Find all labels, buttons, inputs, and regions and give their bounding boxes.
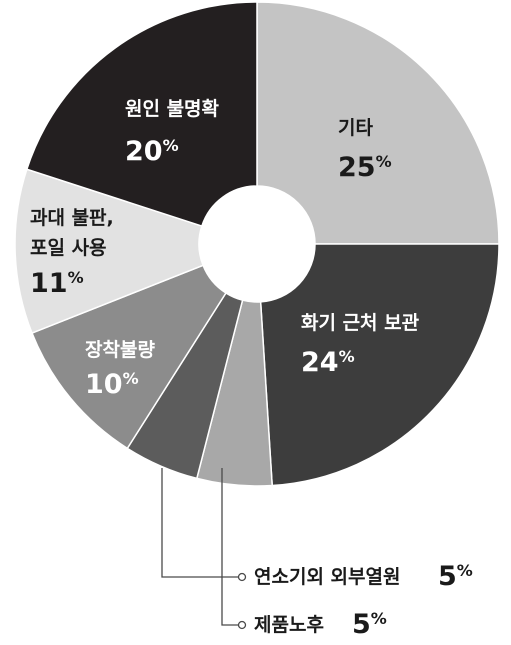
donut-hole xyxy=(199,186,315,302)
callout-dot-연소기외-외부열원 xyxy=(237,572,247,582)
slice-label-장착불량: 장착불량 xyxy=(85,339,155,361)
slice-labels: 기타 25% 화기 근처 보관 24% 장착불량 10% 과대 불판, 포일 사용 11% 원인 … xyxy=(30,97,420,400)
slice-label-과대-불판-포일-사용: 과대 불판, 포일 사용 xyxy=(30,207,114,259)
slice-value-원인-불명확: 20% xyxy=(125,136,179,167)
slice-label-기타: 기타 xyxy=(338,117,373,139)
slice-value-장착불량: 10% xyxy=(85,369,139,400)
donut-slices xyxy=(14,1,500,487)
callout-dot-제품노후 xyxy=(237,620,247,630)
callout-line-연소기외-외부열원 xyxy=(161,468,238,578)
callout-value-제품노후: 5% xyxy=(352,609,387,640)
slice-label-원인-불명확: 원인 불명확 xyxy=(125,97,220,120)
callout-labels: 연소기외 외부열원 5% 제품노후 5% xyxy=(161,468,473,640)
slice-label-화기-근처-보관: 화기 근처 보관 xyxy=(301,312,420,334)
slice-value-기타: 25% xyxy=(338,152,392,183)
callout-value-연소기외-외부열원: 5% xyxy=(438,561,473,592)
slice-value-화기-근처-보관: 24% xyxy=(301,347,355,378)
slice-value-과대-불판-포일-사용: 11% xyxy=(30,268,84,299)
callout-label-제품노후: 제품노후 xyxy=(254,614,324,636)
callout-label-연소기외-외부열원: 연소기외 외부열원 xyxy=(254,566,400,588)
callout-line-제품노후 xyxy=(221,468,238,626)
